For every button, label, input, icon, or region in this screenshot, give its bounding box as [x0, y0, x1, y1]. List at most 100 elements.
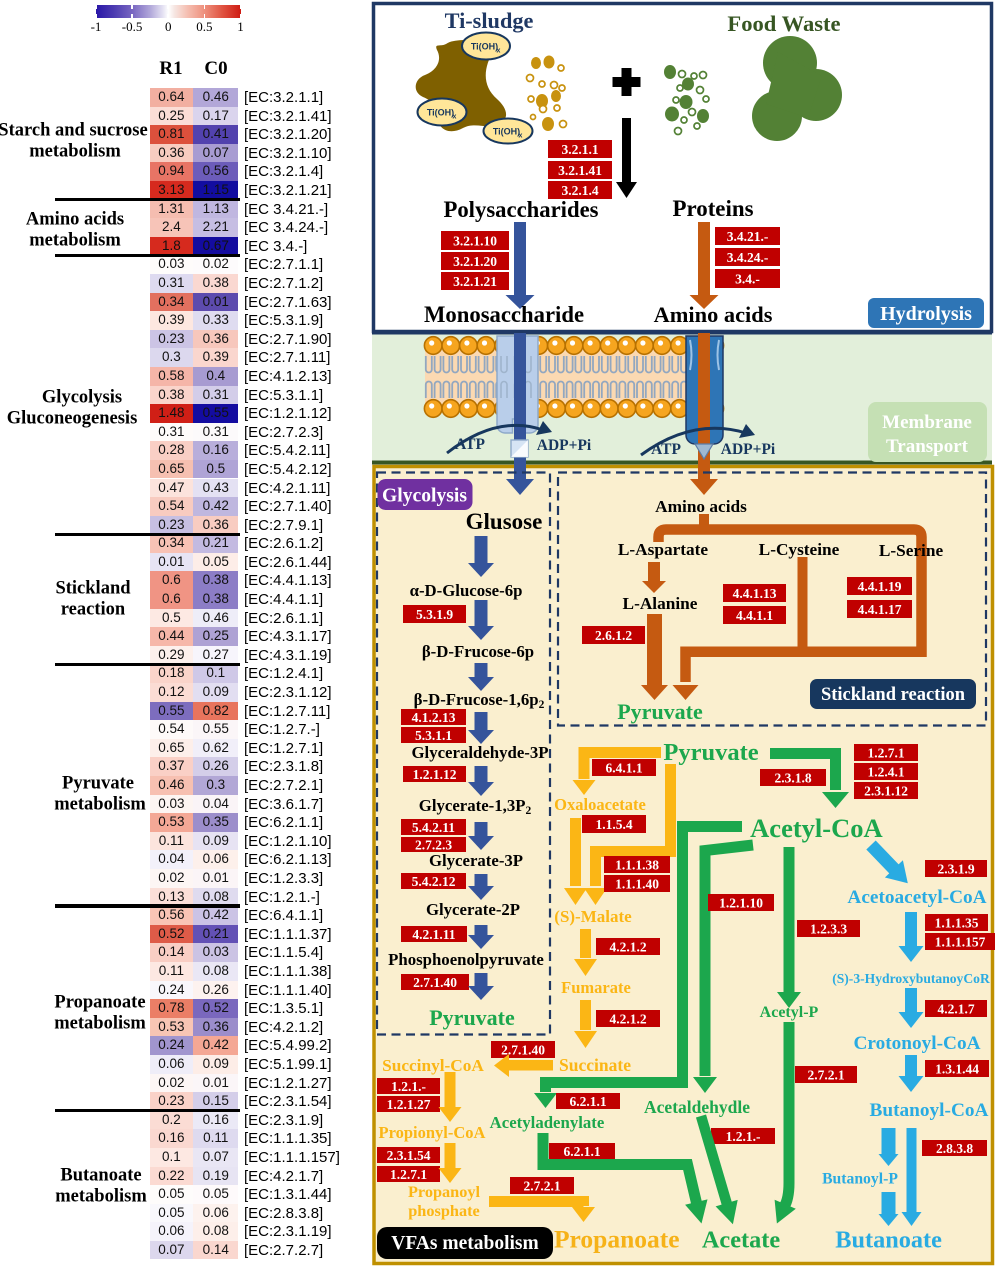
svg-text:Monosaccharide: Monosaccharide	[424, 302, 584, 327]
svg-text:Polysaccharides: Polysaccharides	[443, 197, 598, 222]
svg-text:Amino acids: Amino acids	[655, 497, 747, 516]
svg-text:5.4.2.11: 5.4.2.11	[412, 820, 455, 835]
svg-text:1.2.4.1: 1.2.4.1	[867, 764, 904, 779]
svg-text:ATP: ATP	[455, 436, 485, 453]
svg-text:x: x	[453, 114, 457, 121]
svg-text:Acetate: Acetate	[702, 1227, 780, 1254]
svg-text:4.4.1.13: 4.4.1.13	[733, 586, 777, 601]
svg-text:Succinyl-CoA: Succinyl-CoA	[382, 1056, 484, 1075]
svg-text:β-D-Frucose-6p: β-D-Frucose-6p	[422, 642, 534, 661]
svg-text:4.2.1.2: 4.2.1.2	[609, 1011, 646, 1026]
svg-text:Ti(OH): Ti(OH)	[427, 108, 454, 118]
svg-text:L-Alanine: L-Alanine	[623, 594, 698, 613]
svg-text:4.1.2.13: 4.1.2.13	[412, 710, 456, 725]
svg-text:1.3.1.44: 1.3.1.44	[935, 1061, 979, 1076]
svg-text:(S)-Malate: (S)-Malate	[554, 907, 632, 926]
svg-text:Phosphoenolpyruvate: Phosphoenolpyruvate	[388, 950, 544, 969]
svg-text:1.1.1.157: 1.1.1.157	[935, 934, 986, 949]
svg-text:1.1.1.40: 1.1.1.40	[615, 876, 659, 891]
svg-text:4.4.1.17: 4.4.1.17	[858, 602, 902, 617]
svg-text:Proteins: Proteins	[673, 196, 754, 221]
svg-text:x: x	[519, 133, 523, 140]
svg-text:5.3.1.1: 5.3.1.1	[415, 728, 452, 743]
svg-text:Food Waste: Food Waste	[727, 11, 840, 36]
svg-text:1.2.7.1: 1.2.7.1	[390, 1167, 427, 1182]
svg-text:6.4.1.1: 6.4.1.1	[605, 760, 642, 775]
svg-text:(S)-3-HydroxybutanoyCoR: (S)-3-HydroxybutanoyCoR	[832, 971, 990, 987]
svg-text:3.2.1.41: 3.2.1.41	[558, 163, 602, 178]
svg-text:3.4.21.-: 3.4.21.-	[727, 229, 769, 244]
svg-text:1.2.1.12: 1.2.1.12	[413, 767, 457, 782]
svg-text:VFAs metabolism: VFAs metabolism	[391, 1233, 539, 1254]
svg-text:Butanoyl-P: Butanoyl-P	[822, 1171, 898, 1188]
svg-text:Butanoate: Butanoate	[835, 1227, 942, 1254]
svg-text:3.2.1.1: 3.2.1.1	[561, 142, 598, 157]
svg-text:Amino acids: Amino acids	[654, 302, 773, 327]
svg-text:4.4.1.19: 4.4.1.19	[858, 579, 902, 594]
svg-text:α-D-Glucose-6p: α-D-Glucose-6p	[410, 581, 523, 600]
svg-text:2.7.2.3: 2.7.2.3	[415, 837, 452, 852]
svg-text:Propanoyl: Propanoyl	[408, 1182, 481, 1201]
svg-text:Ti(OH): Ti(OH)	[471, 42, 498, 52]
svg-text:Acetyl-P: Acetyl-P	[760, 1004, 819, 1021]
svg-text:Transport: Transport	[886, 436, 969, 457]
svg-text:3.2.1.10: 3.2.1.10	[453, 233, 497, 248]
svg-text:ADP+Pi: ADP+Pi	[537, 437, 592, 454]
svg-text:2.7.1.40: 2.7.1.40	[501, 1042, 545, 1057]
svg-text:1.2.7.1: 1.2.7.1	[867, 745, 904, 760]
svg-text:4.4.1.1: 4.4.1.1	[736, 608, 773, 623]
svg-text:β-D-Frucose-1,6p2: β-D-Frucose-1,6p2	[414, 690, 545, 711]
svg-text:1.2.1.27: 1.2.1.27	[387, 1097, 431, 1112]
svg-text:Fumarate: Fumarate	[561, 978, 631, 997]
svg-text:Pyruvate: Pyruvate	[663, 739, 758, 766]
svg-text:3.2.1.4: 3.2.1.4	[561, 183, 598, 198]
svg-text:Acetyl-CoA: Acetyl-CoA	[750, 813, 882, 843]
svg-text:x: x	[497, 48, 501, 55]
svg-text:Hydrolysis: Hydrolysis	[880, 303, 972, 325]
svg-text:2.3.1.12: 2.3.1.12	[864, 783, 908, 798]
svg-text:Succinate: Succinate	[559, 1055, 631, 1075]
svg-text:Ti-sludge: Ti-sludge	[445, 8, 534, 33]
svg-text:2.7.2.1: 2.7.2.1	[807, 1067, 844, 1082]
svg-text:2.3.1.54: 2.3.1.54	[387, 1148, 431, 1163]
svg-text:2.3.1.9: 2.3.1.9	[937, 861, 974, 876]
svg-text:Membrane: Membrane	[882, 412, 972, 433]
svg-text:5.4.2.12: 5.4.2.12	[412, 874, 456, 889]
svg-text:3.4.24.-: 3.4.24.-	[727, 250, 769, 265]
svg-text:Glusose: Glusose	[466, 509, 543, 534]
svg-text:Acetoacetyl-CoA: Acetoacetyl-CoA	[847, 887, 986, 908]
svg-text:2.8.3.8: 2.8.3.8	[936, 1141, 973, 1156]
svg-text:1.1.1.35: 1.1.1.35	[935, 915, 979, 930]
svg-text:1.2.3.3: 1.2.3.3	[810, 921, 847, 936]
svg-text:Oxaloacetate: Oxaloacetate	[554, 795, 646, 814]
svg-text:L-Aspartate: L-Aspartate	[618, 540, 709, 559]
svg-text:1.2.1.-: 1.2.1.-	[391, 1079, 426, 1094]
svg-text:Glycolysis: Glycolysis	[382, 486, 467, 507]
svg-text:3.2.1.21: 3.2.1.21	[453, 274, 497, 289]
svg-text:3.2.1.20: 3.2.1.20	[453, 254, 497, 269]
svg-text:Butanoyl-CoA: Butanoyl-CoA	[870, 1100, 989, 1121]
svg-text:6.2.1.1: 6.2.1.1	[569, 1094, 606, 1109]
svg-text:2.7.2.1: 2.7.2.1	[523, 1178, 560, 1193]
svg-text:Propionyl-CoA: Propionyl-CoA	[379, 1123, 486, 1142]
svg-text:4.2.1.2: 4.2.1.2	[609, 939, 646, 954]
svg-text:2.3.1.8: 2.3.1.8	[774, 770, 811, 785]
svg-text:1.1.5.4: 1.1.5.4	[595, 817, 632, 832]
svg-text:Ti(OH): Ti(OH)	[493, 127, 520, 137]
svg-text:Acetyladenylate: Acetyladenylate	[490, 1113, 605, 1132]
svg-text:Pyruvate: Pyruvate	[429, 1005, 515, 1030]
svg-text:Pyruvate: Pyruvate	[617, 699, 703, 724]
svg-text:1.1.1.38: 1.1.1.38	[615, 857, 659, 872]
svg-text:2.7.1.40: 2.7.1.40	[413, 975, 457, 990]
svg-text:Glycerate-1,3P2: Glycerate-1,3P2	[419, 796, 532, 817]
svg-text:L-Serine: L-Serine	[879, 541, 944, 560]
svg-text:phosphate: phosphate	[408, 1201, 480, 1220]
svg-text:1.2.1.10: 1.2.1.10	[719, 895, 763, 910]
svg-text:Crotonoyl-CoA: Crotonoyl-CoA	[853, 1033, 980, 1054]
svg-text:Acetaldehydle: Acetaldehydle	[644, 1097, 750, 1117]
svg-text:5.3.1.9: 5.3.1.9	[416, 607, 453, 622]
svg-text:Glyceraldehyde-3P: Glyceraldehyde-3P	[411, 743, 548, 762]
svg-text:ADP+Pi: ADP+Pi	[721, 441, 776, 458]
svg-text:Stickland reaction: Stickland reaction	[821, 685, 966, 705]
svg-text:ATP: ATP	[651, 441, 681, 458]
